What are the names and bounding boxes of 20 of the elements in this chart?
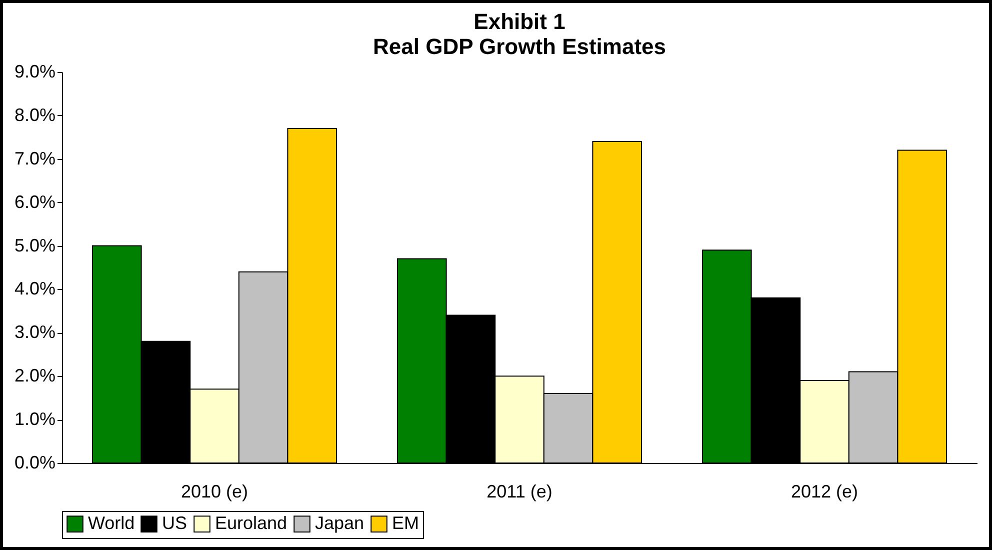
chart-subtitle: Real GDP Growth Estimates (372, 34, 666, 59)
legend-label: US (162, 513, 188, 534)
legend-label: EM (392, 513, 419, 534)
x-tick-label: 2010 (e) (180, 482, 248, 502)
y-tick-label: 4.0% (14, 278, 56, 299)
legend-label: World (88, 513, 135, 534)
x-tick-label: 2011 (e) (486, 482, 552, 502)
legend-label: Euroland (215, 513, 288, 534)
y-tick-label: 3.0% (14, 322, 56, 342)
chart-title: Exhibit 1 (474, 9, 566, 34)
y-tick-label: 0.0% (14, 452, 56, 472)
legend-label: Japan (315, 513, 364, 534)
y-tick-label: 8.0% (14, 104, 56, 125)
x-tick-label: 2012 (e) (790, 482, 858, 502)
y-tick-label: 9.0% (14, 62, 56, 82)
y-tick-label: 7.0% (14, 148, 56, 168)
y-tick-label: 5.0% (14, 235, 56, 256)
y-tick-label: 1.0% (14, 409, 56, 430)
y-tick-label: 2.0% (14, 366, 56, 386)
y-tick-label: 6.0% (14, 192, 56, 212)
